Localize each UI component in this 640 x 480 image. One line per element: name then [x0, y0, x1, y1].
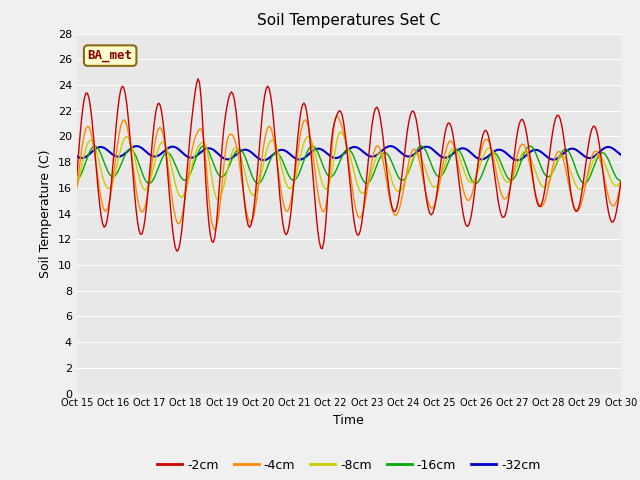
Title: Soil Temperatures Set C: Soil Temperatures Set C [257, 13, 440, 28]
Y-axis label: Soil Temperature (C): Soil Temperature (C) [39, 149, 52, 278]
X-axis label: Time: Time [333, 414, 364, 427]
Text: BA_met: BA_met [88, 49, 132, 62]
Legend: -2cm, -4cm, -8cm, -16cm, -32cm: -2cm, -4cm, -8cm, -16cm, -32cm [152, 454, 545, 477]
